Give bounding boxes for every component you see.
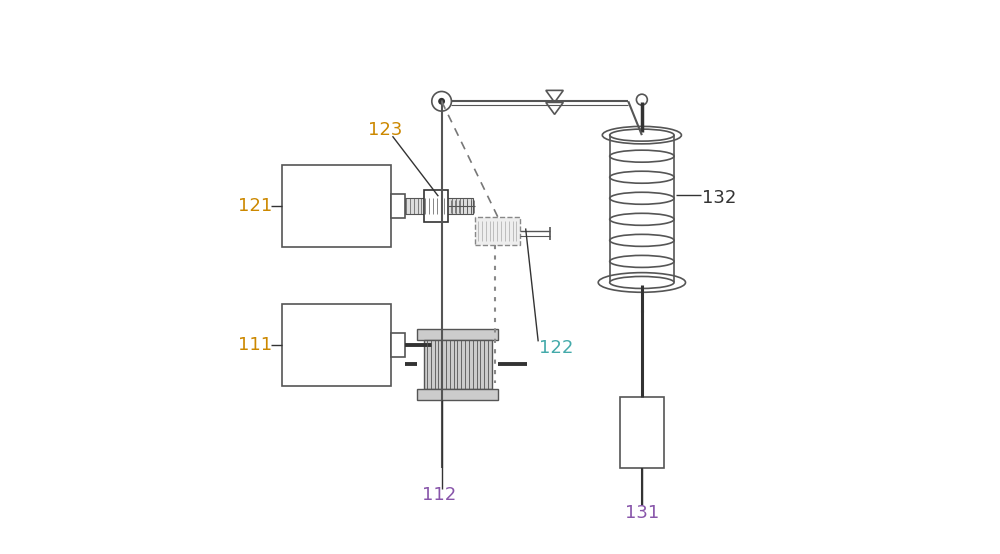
Text: 121: 121: [238, 197, 273, 215]
Text: 123: 123: [368, 121, 403, 138]
Bar: [620, 397, 664, 468]
Bar: [282, 165, 391, 247]
Bar: [417, 329, 498, 340]
Bar: [282, 304, 391, 386]
Text: 111: 111: [238, 336, 273, 354]
Circle shape: [439, 99, 444, 104]
Text: 132: 132: [702, 189, 736, 207]
Bar: [391, 194, 405, 218]
Text: 131: 131: [625, 504, 659, 522]
Bar: [417, 389, 498, 400]
Text: 112: 112: [422, 486, 456, 504]
Polygon shape: [546, 90, 563, 102]
Bar: [405, 198, 473, 214]
Polygon shape: [546, 102, 563, 114]
Bar: [391, 333, 405, 357]
Bar: [424, 189, 448, 223]
Bar: [424, 340, 492, 389]
Text: 122: 122: [539, 339, 574, 357]
Bar: [475, 217, 520, 245]
